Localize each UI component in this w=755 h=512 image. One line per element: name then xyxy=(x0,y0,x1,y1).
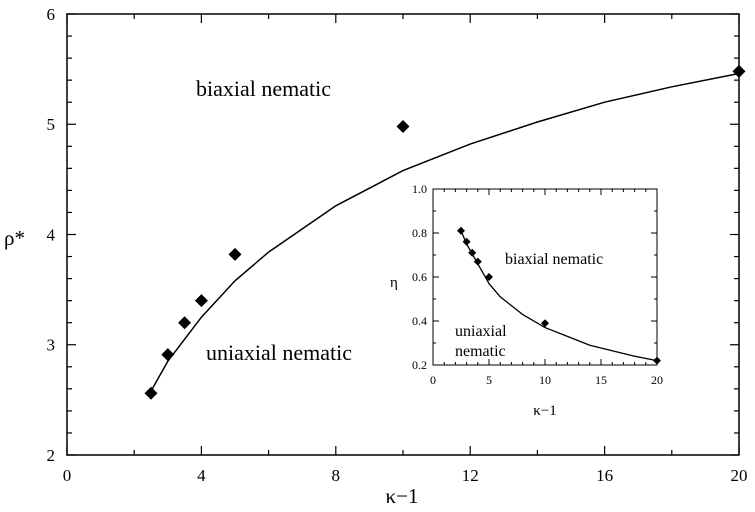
inset-x-tick-label: 10 xyxy=(539,373,551,387)
inset-data-point xyxy=(541,319,549,328)
main-x-axis-label: κ−1 xyxy=(386,484,419,508)
inset-data-point xyxy=(457,226,465,235)
main-x-tick-label: 4 xyxy=(197,466,206,485)
inset-y-tick-label: 0.6 xyxy=(412,270,427,284)
main-x-tick-label: 16 xyxy=(596,466,613,485)
main-annotation-biaxial: biaxial nematic xyxy=(196,76,331,101)
inset-tick-labels: 0 5 10 15 20 0.2 0.4 0.6 0.8 1.0 xyxy=(412,182,663,387)
inset-annotation-biaxial: biaxial nematic xyxy=(505,251,603,268)
main-ticks xyxy=(66,13,740,456)
main-y-tick-label: 2 xyxy=(47,446,56,465)
inset-plot: 0 5 10 15 20 0.2 0.4 0.6 0.8 1.0 κ−1 η biaxial ne… xyxy=(390,182,663,419)
inset-annotation-nematic: nematic xyxy=(455,343,506,360)
inset-data-point xyxy=(473,257,482,266)
main-data-point xyxy=(228,247,242,261)
inset-y-tick-label: 0.4 xyxy=(412,314,427,328)
main-y-tick-label: 4 xyxy=(47,225,56,244)
main-data-point xyxy=(396,119,410,133)
inset-x-tick-label: 20 xyxy=(651,373,663,387)
inset-data-point xyxy=(653,356,661,365)
main-tick-labels: 0 4 8 12 16 20 2 3 4 5 6 xyxy=(47,5,748,485)
inset-y-tick-label: 0.8 xyxy=(412,226,427,240)
main-x-tick-label: 12 xyxy=(462,466,479,485)
main-data-point xyxy=(194,294,208,308)
inset-x-axis-label: κ−1 xyxy=(533,403,557,419)
inset-data-points xyxy=(457,226,661,365)
inset-annotation-uniaxial: uniaxial xyxy=(455,323,507,340)
inset-y-axis-label: η xyxy=(390,275,398,291)
main-data-point xyxy=(732,64,746,78)
inset-x-tick-label: 15 xyxy=(595,373,607,387)
inset-x-tick-label: 5 xyxy=(486,373,492,387)
main-plot: 0 4 8 12 16 20 2 3 4 5 6 κ−1 ρ* biaxial nematic un… xyxy=(4,5,748,508)
inset-data-point xyxy=(468,248,477,257)
main-fit-curve xyxy=(150,72,740,392)
inset-y-tick-label: 1.0 xyxy=(412,182,427,196)
main-data-point xyxy=(144,386,158,400)
main-x-tick-label: 0 xyxy=(63,466,72,485)
main-y-tick-label: 6 xyxy=(47,5,56,24)
main-data-point xyxy=(161,348,175,362)
main-y-axis-label: ρ* xyxy=(4,226,25,250)
main-annotation-uniaxial: uniaxial nematic xyxy=(206,340,352,365)
main-x-tick-label: 20 xyxy=(731,466,748,485)
inset-y-tick-label: 0.2 xyxy=(412,358,427,372)
main-data-points xyxy=(144,64,746,400)
inset-data-point xyxy=(485,273,493,281)
inset-plot-frame xyxy=(432,188,658,366)
inset-data-point xyxy=(462,237,471,246)
inset-x-tick-label: 0 xyxy=(430,373,436,387)
main-y-tick-label: 3 xyxy=(47,336,56,355)
main-data-point xyxy=(178,316,192,330)
main-y-tick-label: 5 xyxy=(47,115,56,134)
main-x-tick-label: 8 xyxy=(332,466,341,485)
